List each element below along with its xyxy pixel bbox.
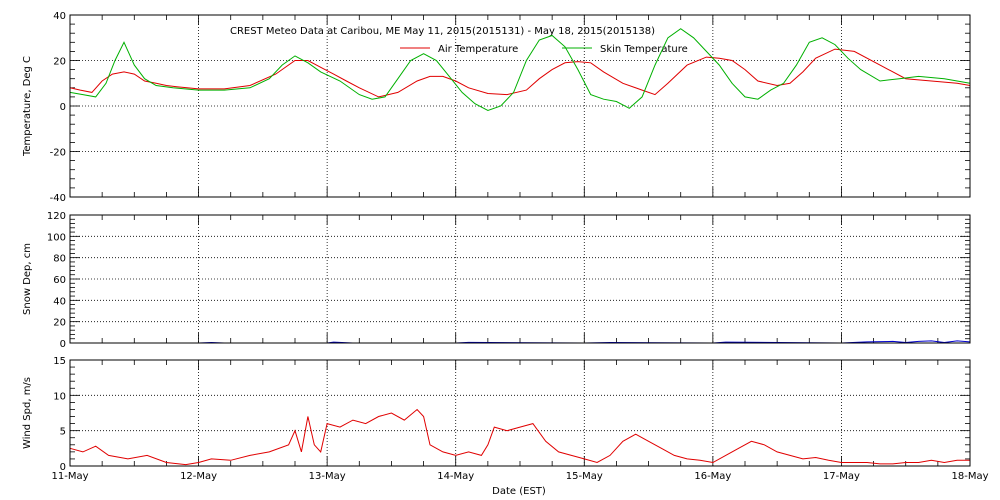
y-tick-label: 5 xyxy=(60,427,66,438)
y-axis-label: Wind Spd, m/s xyxy=(22,377,33,449)
x-tick-label: 11-May xyxy=(51,471,88,482)
y-tick-label: 10 xyxy=(53,391,66,402)
x-axis-label: Date (EST) xyxy=(492,486,546,497)
y-tick-label: -20 xyxy=(50,148,66,159)
y-tick-label: 20 xyxy=(53,57,66,68)
series-line-panel-3 xyxy=(69,408,970,466)
series-line-air-temperature xyxy=(69,48,971,98)
plot-frame xyxy=(69,214,971,344)
y-tick-label: 80 xyxy=(53,254,66,265)
panel-1: -40 -20 0 20 40 Temperature, Deg C xyxy=(22,11,971,204)
y-tick-label: 0 xyxy=(60,462,66,473)
series-line-skin-temperature xyxy=(69,28,971,112)
y-tick-label: 40 xyxy=(53,296,66,307)
x-tick-label: 15-May xyxy=(566,471,603,482)
y-tick-label: 20 xyxy=(53,318,66,329)
x-tick-label: 16-May xyxy=(694,471,731,482)
y-tick-label: 40 xyxy=(53,11,66,22)
x-tick-labels: 11-May 12-May 13-May 14-May 15-May 16-May 17-M… xyxy=(51,471,988,482)
y-tick-label: 0 xyxy=(60,339,66,350)
legend: Air Temperature Skin Temperature xyxy=(400,44,688,55)
x-tick-label: 17-May xyxy=(823,471,860,482)
x-tick-label: 14-May xyxy=(437,471,474,482)
panel-2: 0 20 40 60 80 100 120 Snow Dep, cm xyxy=(22,211,971,350)
x-tick-label: 13-May xyxy=(309,471,346,482)
y-axis-label: Temperature, Deg C xyxy=(22,56,33,157)
legend-label: Skin Temperature xyxy=(600,44,688,55)
y-axis-label: Snow Dep, cm xyxy=(22,243,33,315)
x-tick-label: 12-May xyxy=(180,471,217,482)
y-tick-label: 120 xyxy=(47,211,66,222)
plot-frame xyxy=(69,14,971,198)
x-tick-label: 18-May xyxy=(951,471,988,482)
plot-frame xyxy=(69,359,971,467)
y-tick-label: 15 xyxy=(53,356,66,367)
panel-3: 0 5 10 15 Wind Spd, m/s xyxy=(22,356,971,473)
y-tick-label: 0 xyxy=(60,102,66,113)
y-tick-label: -40 xyxy=(50,193,66,204)
panels: -40 -20 0 20 40 Temperature, Deg C 0 20 40 60 80 10… xyxy=(22,11,971,473)
chart-title: CREST Meteo Data at Caribou, ME May 11, … xyxy=(230,26,655,37)
y-tick-label: 60 xyxy=(53,275,66,286)
y-tick-label: 100 xyxy=(47,232,66,243)
legend-label: Air Temperature xyxy=(438,44,518,55)
